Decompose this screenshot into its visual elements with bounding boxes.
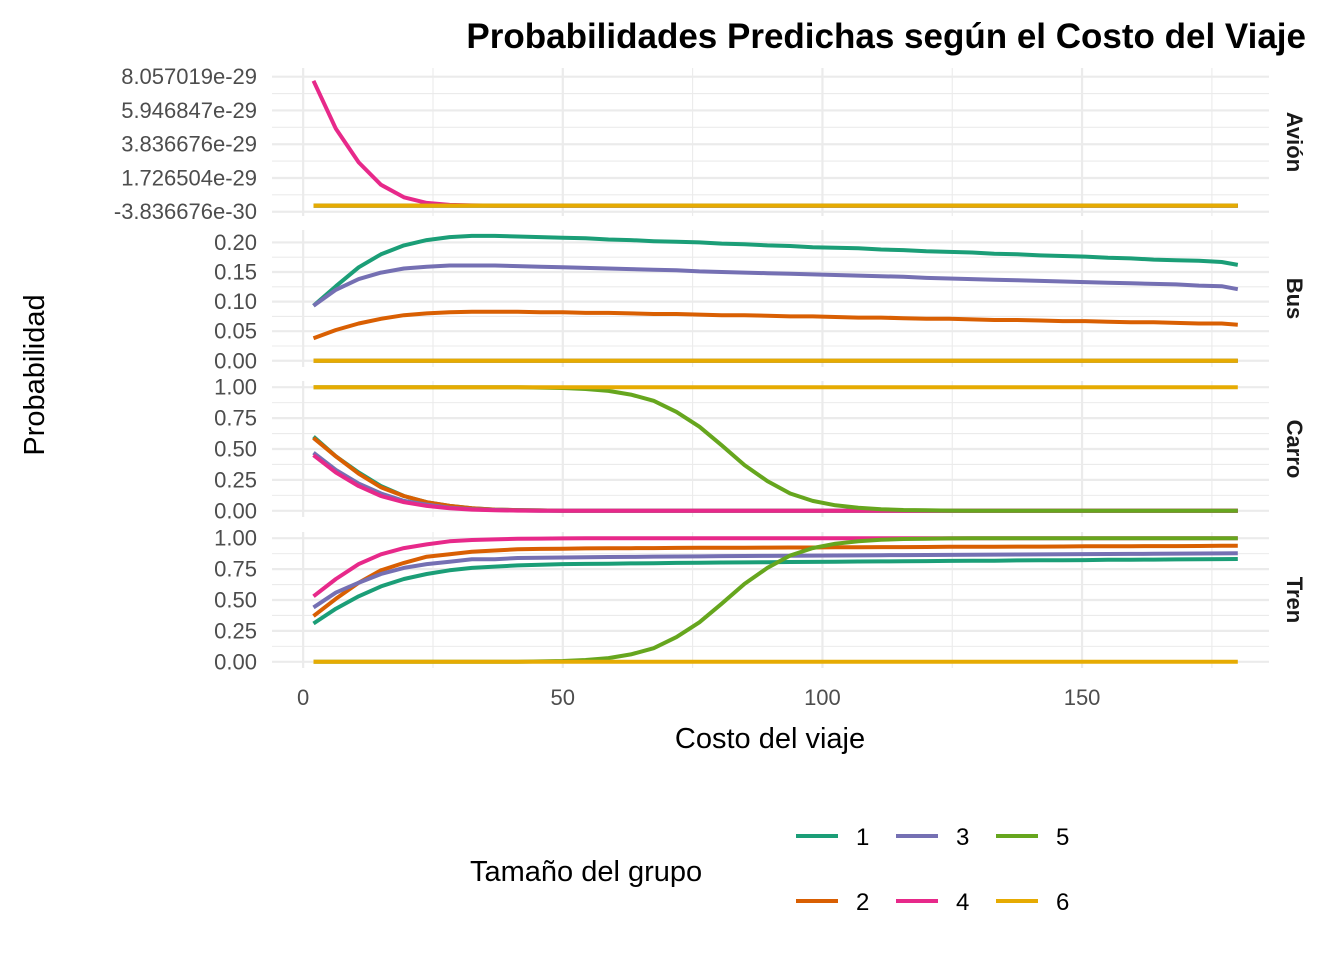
legend-item-2: 2: [796, 889, 869, 916]
y-tick-label: 0.00: [214, 649, 257, 674]
series-line-tren-group-3: [312, 551, 1238, 610]
facet-strip-label: Avión: [1282, 112, 1307, 172]
x-tick-label: 100: [804, 685, 841, 710]
legend: Tamaño del grupo 1 2 3 4 5 6: [470, 824, 1069, 916]
y-tick-label: -3.836676e-30: [114, 199, 257, 224]
legend-item-3: 3: [896, 824, 969, 851]
facet-panels: -3.836676e-30 1.726504e-29 3.836676e-29 5.9…: [114, 64, 1307, 674]
x-tick-label: 150: [1064, 685, 1101, 710]
chart-title: Probabilidades Predichas según el Costo …: [466, 17, 1306, 56]
legend-title: Tamaño del grupo: [470, 856, 702, 888]
legend-keys: 1 2 3 4 5 6: [796, 824, 1069, 916]
panel-bus: 0.00 0.05 0.10 0.15 0.20 Bus: [214, 230, 1307, 373]
panel-tren: 0.00 0.25 0.50 0.75 1.00 Tren: [214, 526, 1307, 675]
series-line-carro-group-4: [312, 453, 1238, 513]
legend-label: 1: [856, 824, 869, 851]
series-line-bus-group-2: [312, 309, 1238, 341]
y-tick-label: 3.836676e-29: [121, 132, 257, 157]
legend-item-6: 6: [996, 889, 1069, 916]
facet-strip-label: Bus: [1282, 278, 1307, 320]
y-tick-label: 1.00: [214, 375, 257, 400]
x-tick-label: 50: [551, 685, 575, 710]
y-tick-label: 0.75: [214, 557, 257, 582]
facet-strip-label: Tren: [1282, 577, 1307, 623]
series-line-bus-group-1: [312, 233, 1239, 308]
y-tick-label: 0.25: [214, 467, 257, 492]
legend-label: 3: [956, 824, 969, 851]
y-tick-label: 0.50: [214, 588, 257, 613]
y-tick-label: 0.10: [214, 289, 257, 314]
panel-carro: 0.00 0.25 0.50 0.75 1.00 Carro: [214, 375, 1307, 524]
legend-item-1: 1: [796, 824, 869, 851]
legend-item-5: 5: [996, 824, 1069, 851]
y-tick-label: 0.75: [214, 406, 257, 431]
panel-avion: -3.836676e-30 1.726504e-29 3.836676e-29 5.9…: [114, 64, 1307, 224]
legend-label: 5: [1056, 824, 1069, 851]
x-tick-label: 0: [297, 685, 309, 710]
series-line-bus-group-3: [312, 263, 1239, 308]
series-line-tren-group-2: [312, 543, 1238, 618]
facet-strip-label: Carro: [1282, 420, 1307, 479]
series-line-carro-group-1: [312, 435, 1238, 513]
legend-label: 6: [1056, 889, 1069, 916]
y-tick-label: 5.946847e-29: [121, 98, 257, 123]
y-tick-label: 0.00: [214, 498, 257, 523]
legend-item-4: 4: [896, 889, 969, 916]
y-tick-label: 0.25: [214, 618, 257, 643]
legend-label: 2: [856, 889, 869, 916]
y-tick-label: 0.50: [214, 437, 257, 462]
legend-label: 4: [956, 889, 969, 916]
y-tick-label: 0.00: [214, 348, 257, 373]
y-tick-label: 1.726504e-29: [121, 165, 257, 190]
y-tick-label: 8.057019e-29: [121, 64, 257, 89]
y-tick-label: 0.20: [214, 230, 257, 255]
y-axis-title: Probabilidad: [19, 294, 51, 455]
y-tick-label: 0.05: [214, 319, 257, 344]
series-line-carro-group-3: [312, 451, 1238, 513]
x-axis-title: Costo del viaje: [675, 723, 865, 755]
y-tick-label: 0.15: [214, 260, 257, 285]
y-tick-label: 1.00: [214, 526, 257, 551]
x-axis: 0 50 100 150: [297, 685, 1100, 710]
